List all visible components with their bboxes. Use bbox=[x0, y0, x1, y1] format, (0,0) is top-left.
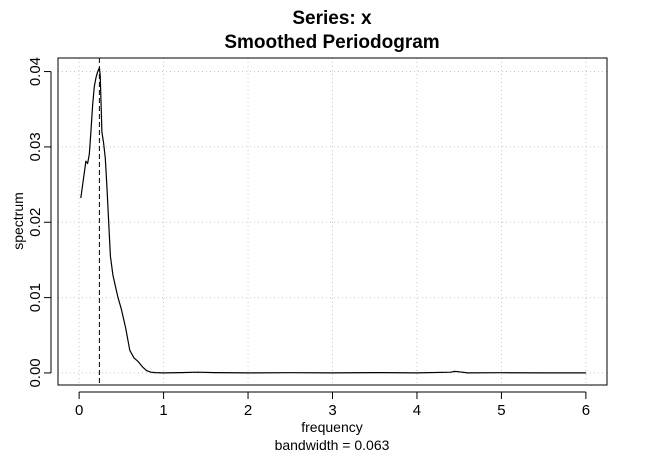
y-tick-label: 0.04 bbox=[27, 57, 44, 86]
x-tick-label: 2 bbox=[244, 402, 252, 419]
y-tick-label: 0.02 bbox=[27, 208, 44, 237]
y-tick-label: 0.01 bbox=[27, 283, 44, 312]
y-tick-label: 0.03 bbox=[27, 132, 44, 161]
y-tick-label: 0.00 bbox=[27, 358, 44, 387]
plot-frame bbox=[57, 57, 608, 386]
series-layer bbox=[80, 58, 586, 385]
x-tick-label: 5 bbox=[497, 402, 505, 419]
bandwidth-label: bandwidth = 0.063 bbox=[275, 437, 390, 453]
chart-subtitle: Smoothed Periodogram bbox=[224, 32, 439, 53]
axes: 0 1 2 3 4 5 6 0.00 0.01 0.02 0.03 0.04 bbox=[27, 57, 608, 419]
spectrum-line bbox=[80, 67, 586, 374]
x-tick-label: 0 bbox=[75, 402, 83, 419]
chart-title: Series: x bbox=[292, 8, 372, 29]
x-tick-label: 1 bbox=[159, 402, 167, 419]
x-axis-label: frequency bbox=[301, 419, 362, 435]
grid bbox=[58, 58, 607, 385]
y-axis-label: spectrum bbox=[10, 192, 26, 250]
x-tick-label: 3 bbox=[328, 402, 336, 419]
x-tick-label: 4 bbox=[413, 402, 421, 419]
x-tick-label: 6 bbox=[582, 402, 590, 419]
